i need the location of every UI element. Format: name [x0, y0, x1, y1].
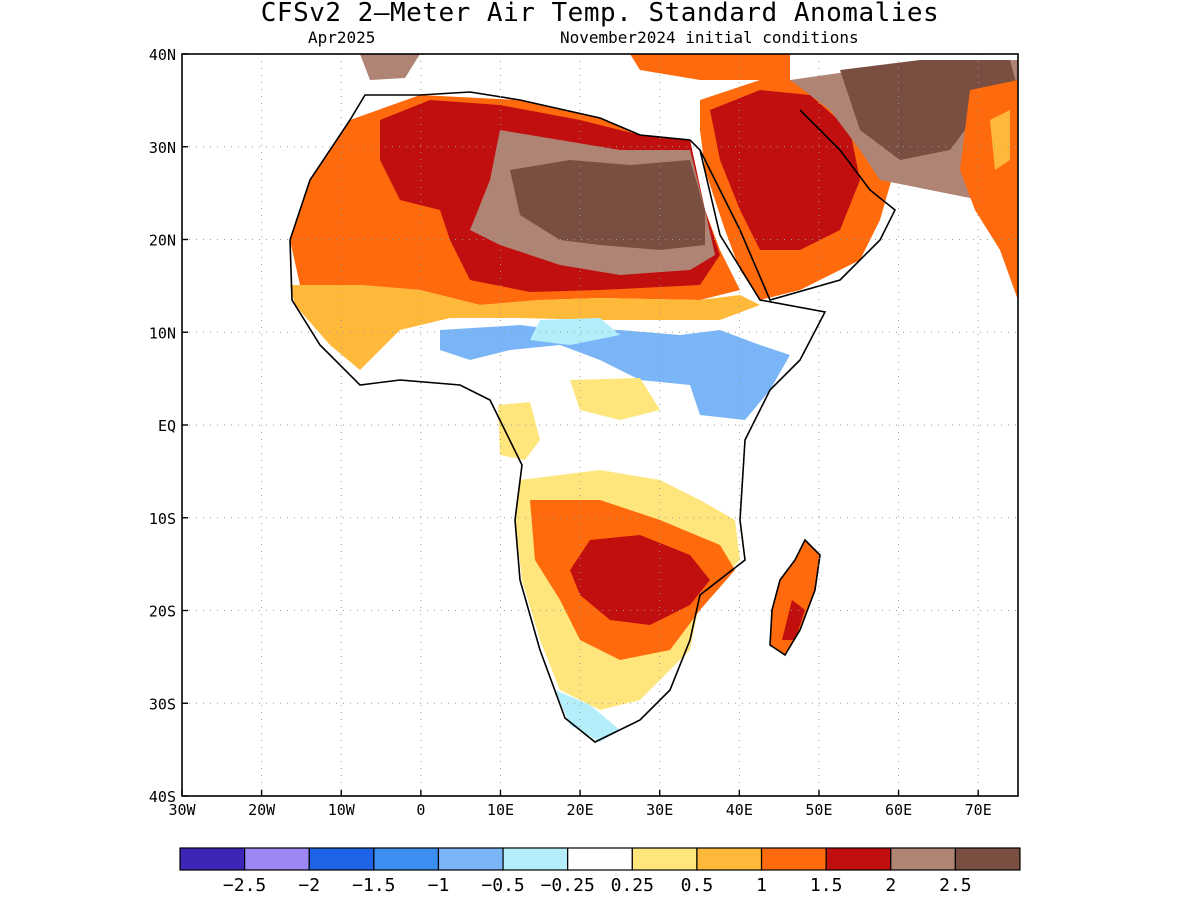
- south-lightblue: [555, 690, 620, 742]
- madagascar-coast: [769, 538, 821, 657]
- colorbar-label: −2.5: [223, 875, 266, 896]
- y-tick-label: 40S: [149, 788, 176, 806]
- iberia-strip: [360, 54, 420, 80]
- y-tick-label: EQ: [158, 417, 176, 435]
- guinea-yellow: [498, 402, 540, 460]
- colorbar-label: −2: [298, 875, 320, 896]
- x-axis: 30W 20W 10W 0 10E 20E 30E 40E 50E 60E 70E: [168, 790, 992, 819]
- equatorial-blue: [440, 325, 790, 420]
- colorbar-label: 2: [885, 875, 896, 896]
- x-tick-label: 30E: [646, 801, 673, 819]
- europe-strip: [630, 54, 790, 80]
- colorbar-swatch: [567, 847, 633, 871]
- colorbar-swatch: [373, 847, 440, 871]
- x-tick-label: 30W: [168, 801, 196, 819]
- x-tick-label: 50E: [805, 801, 832, 819]
- x-tick-label: 0: [416, 801, 425, 819]
- congo-yellow: [570, 378, 660, 420]
- colorbar-swatch: [631, 847, 698, 871]
- x-tick-label: 60E: [885, 801, 912, 819]
- colorbar-swatch: [890, 847, 956, 871]
- coastline: [289, 91, 897, 743]
- madagascar: [770, 540, 820, 655]
- y-tick-label: 30N: [149, 139, 176, 157]
- arabia-red: [710, 90, 860, 250]
- map-title: CFSv2 2—Meter Air Temp. Standard Anomali…: [260, 0, 940, 28]
- colorbar-label: −1: [428, 875, 450, 896]
- y-axis: 40N 30N 20N 10N EQ 10S 20S 30S 40S: [149, 46, 188, 806]
- colorbar: −2.5 −2 −1.5 −1 −0.5 −0.25 0.25 0.5 1 1.5 2 2.5: [179, 847, 1021, 896]
- colorbar-swatch: [179, 847, 246, 871]
- madagascar-red: [782, 600, 805, 640]
- colorbar-swatch: [696, 847, 763, 871]
- target-month: Apr2025: [308, 28, 376, 47]
- y-tick-label: 10S: [149, 510, 176, 528]
- south-red: [570, 535, 710, 625]
- y-tick-label: 40N: [149, 46, 176, 64]
- x-tick-label: 10E: [487, 801, 514, 819]
- colorbar-swatch: [502, 847, 569, 871]
- colorbar-swatch: [244, 847, 310, 871]
- y-tick-label: 20N: [149, 232, 176, 250]
- colorbar-swatch: [760, 847, 827, 871]
- colorbar-swatch: [954, 847, 1021, 871]
- colorbar-label: 0.25: [611, 875, 654, 896]
- x-tick-label: 20W: [248, 801, 276, 819]
- initial-conditions: November2024 initial conditions: [560, 28, 859, 47]
- anomaly-field: [290, 54, 1018, 742]
- y-tick-label: 10N: [149, 324, 176, 342]
- colorbar-label: −0.5: [481, 875, 524, 896]
- equatorial-lightblue: [530, 318, 620, 345]
- colorbar-swatch: [308, 847, 375, 871]
- sahel-yellow: [290, 285, 760, 370]
- colorbar-swatch: [825, 847, 892, 871]
- africa-coast: [289, 91, 827, 743]
- x-tick-label: 20E: [567, 801, 594, 819]
- iran-darkbrown: [840, 60, 1018, 160]
- colorbar-swatch: [437, 847, 504, 871]
- colorbar-label: 1.5: [810, 875, 843, 896]
- x-tick-label: 70E: [965, 801, 992, 819]
- colorbar-label: 0.5: [681, 875, 714, 896]
- y-tick-label: 30S: [149, 695, 176, 713]
- y-tick-label: 20S: [149, 603, 176, 621]
- arabia-coast: [699, 109, 897, 301]
- colorbar-label: −1.5: [352, 875, 395, 896]
- colorbar-label: −0.25: [541, 875, 595, 896]
- sahara-darkbrown: [510, 160, 705, 250]
- colorbar-label: 1: [756, 875, 767, 896]
- colorbar-label: 2.5: [939, 875, 972, 896]
- x-tick-label: 10W: [328, 801, 356, 819]
- x-tick-label: 40E: [726, 801, 753, 819]
- india-yellow: [990, 110, 1010, 170]
